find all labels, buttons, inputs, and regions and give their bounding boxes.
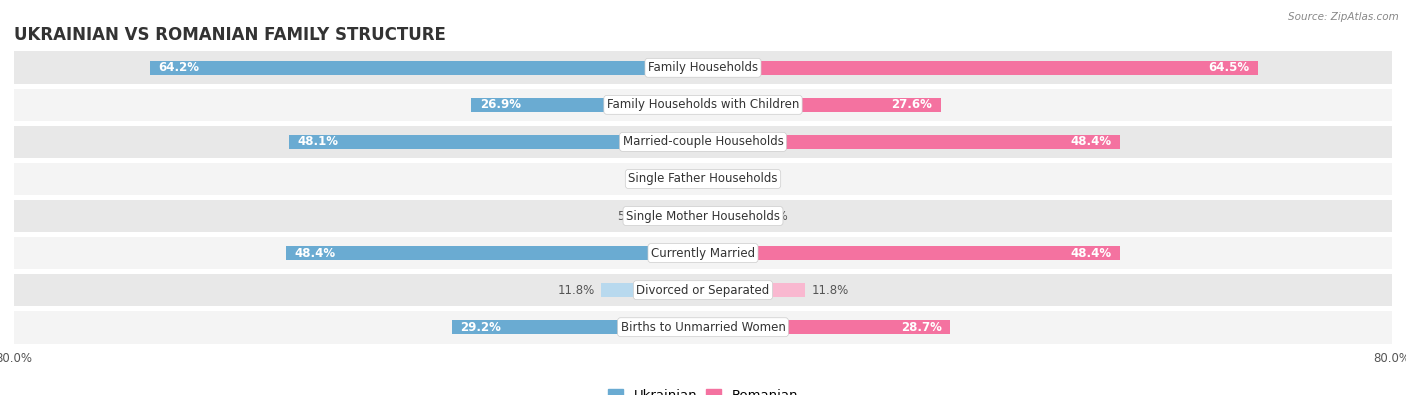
- Bar: [685, 172, 703, 186]
- Bar: [14, 311, 1392, 344]
- Bar: [471, 98, 703, 112]
- Text: 2.1%: 2.1%: [648, 173, 678, 186]
- Text: Single Mother Households: Single Mother Households: [626, 209, 780, 222]
- Text: Births to Unmarried Women: Births to Unmarried Women: [620, 321, 786, 334]
- Bar: [14, 237, 1392, 269]
- Bar: [287, 246, 703, 260]
- Bar: [288, 135, 703, 149]
- Bar: [703, 283, 804, 297]
- Bar: [14, 126, 1392, 158]
- Legend: Ukrainian, Romanian: Ukrainian, Romanian: [602, 384, 804, 395]
- Text: Source: ZipAtlas.com: Source: ZipAtlas.com: [1288, 12, 1399, 22]
- Text: 27.6%: 27.6%: [891, 98, 932, 111]
- Bar: [14, 163, 1392, 195]
- Bar: [14, 88, 1392, 121]
- Bar: [703, 135, 1119, 149]
- Text: 2.1%: 2.1%: [728, 173, 758, 186]
- Text: Divorced or Separated: Divorced or Separated: [637, 284, 769, 297]
- Text: 48.1%: 48.1%: [298, 135, 339, 149]
- Bar: [654, 209, 703, 223]
- Text: 28.7%: 28.7%: [901, 321, 942, 334]
- Text: 64.5%: 64.5%: [1209, 61, 1250, 74]
- Bar: [703, 209, 751, 223]
- Text: 64.2%: 64.2%: [159, 61, 200, 74]
- Text: 48.4%: 48.4%: [295, 246, 336, 260]
- Bar: [703, 246, 1119, 260]
- Text: 48.4%: 48.4%: [1070, 135, 1111, 149]
- Text: 5.6%: 5.6%: [758, 209, 787, 222]
- Bar: [703, 98, 941, 112]
- Text: 11.8%: 11.8%: [811, 284, 849, 297]
- Text: 26.9%: 26.9%: [479, 98, 522, 111]
- Text: 29.2%: 29.2%: [460, 321, 501, 334]
- Bar: [703, 172, 721, 186]
- Bar: [150, 61, 703, 75]
- Text: Married-couple Households: Married-couple Households: [623, 135, 783, 149]
- Bar: [602, 283, 703, 297]
- Bar: [451, 320, 703, 334]
- Text: UKRAINIAN VS ROMANIAN FAMILY STRUCTURE: UKRAINIAN VS ROMANIAN FAMILY STRUCTURE: [14, 26, 446, 44]
- Bar: [703, 61, 1258, 75]
- Bar: [14, 274, 1392, 307]
- Text: Single Father Households: Single Father Households: [628, 173, 778, 186]
- Text: Family Households: Family Households: [648, 61, 758, 74]
- Bar: [703, 320, 950, 334]
- Text: 48.4%: 48.4%: [1070, 246, 1111, 260]
- Bar: [14, 51, 1392, 84]
- Text: 11.8%: 11.8%: [557, 284, 595, 297]
- Text: Family Households with Children: Family Households with Children: [607, 98, 799, 111]
- Text: 5.7%: 5.7%: [617, 209, 647, 222]
- Text: Currently Married: Currently Married: [651, 246, 755, 260]
- Bar: [14, 200, 1392, 232]
